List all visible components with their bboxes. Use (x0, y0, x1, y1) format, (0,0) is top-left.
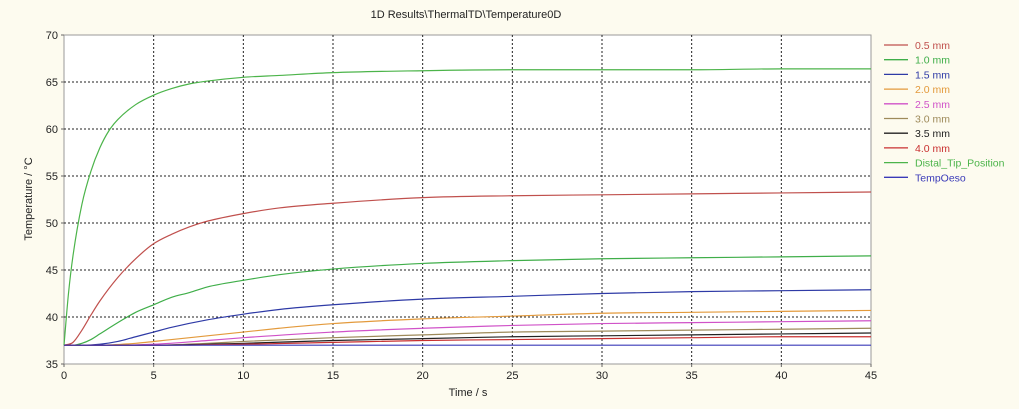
legend-label-3: 1.5 mm (915, 69, 950, 81)
series-line-3 (63, 289, 872, 346)
legend-label-1: 0.5 mm (915, 40, 950, 52)
axis-ticks: 0 5 10 15 20 25 30 35 40 45 35 40 45 50 55 60 65 70 (46, 30, 877, 382)
y-axis-title: Temperature / °C (23, 157, 35, 240)
legend-label-10: TempOeso (915, 172, 966, 184)
series-line-9 (63, 68, 871, 346)
x-tick-label: 45 (865, 370, 877, 382)
legend-label-8: 4.0 mm (915, 143, 950, 155)
x-tick-label: 10 (237, 370, 249, 382)
legend-label-4: 2.0 mm (915, 84, 950, 96)
y-tick-label: 70 (46, 30, 58, 42)
series-lines (63, 68, 872, 346)
grid-lines (64, 35, 871, 364)
series-line-6 (63, 327, 872, 346)
legend-label-6: 3.0 mm (915, 114, 950, 126)
legend-label-2: 1.0 mm (915, 55, 950, 67)
series-line-5 (63, 320, 872, 346)
y-tick-label: 45 (46, 265, 58, 277)
legend-label-9: Distal_Tip_Position (915, 158, 1005, 170)
chart-title: 1D Results\ThermalTD\Temperature0D (371, 9, 562, 21)
y-tick-label: 50 (46, 218, 58, 230)
plot-area (63, 34, 872, 365)
series-line-1 (63, 191, 872, 346)
x-tick-label: 15 (327, 370, 339, 382)
legend-label-7: 3.5 mm (915, 128, 950, 140)
x-tick-label: 35 (686, 370, 698, 382)
x-tick-label: 0 (61, 370, 67, 382)
y-tick-label: 60 (46, 124, 58, 136)
x-tick-label: 30 (596, 370, 608, 382)
y-tick-label: 65 (46, 77, 58, 89)
series-line-4 (63, 309, 872, 346)
x-tick-label: 20 (417, 370, 429, 382)
y-tick-label: 40 (46, 312, 58, 324)
legend-label-5: 2.5 mm (915, 99, 950, 111)
x-tick-label: 5 (151, 370, 157, 382)
y-tick-label: 35 (46, 359, 58, 371)
x-tick-label: 40 (775, 370, 787, 382)
legend: 0.5 mm 1.0 mm 1.5 mm 2.0 mm 2.5 mm 3.0 mm 3.5 … (884, 40, 1005, 184)
x-axis-title: Time / s (449, 387, 488, 399)
series-line-2 (63, 255, 872, 346)
y-tick-label: 55 (46, 171, 58, 183)
x-tick-label: 25 (506, 370, 518, 382)
